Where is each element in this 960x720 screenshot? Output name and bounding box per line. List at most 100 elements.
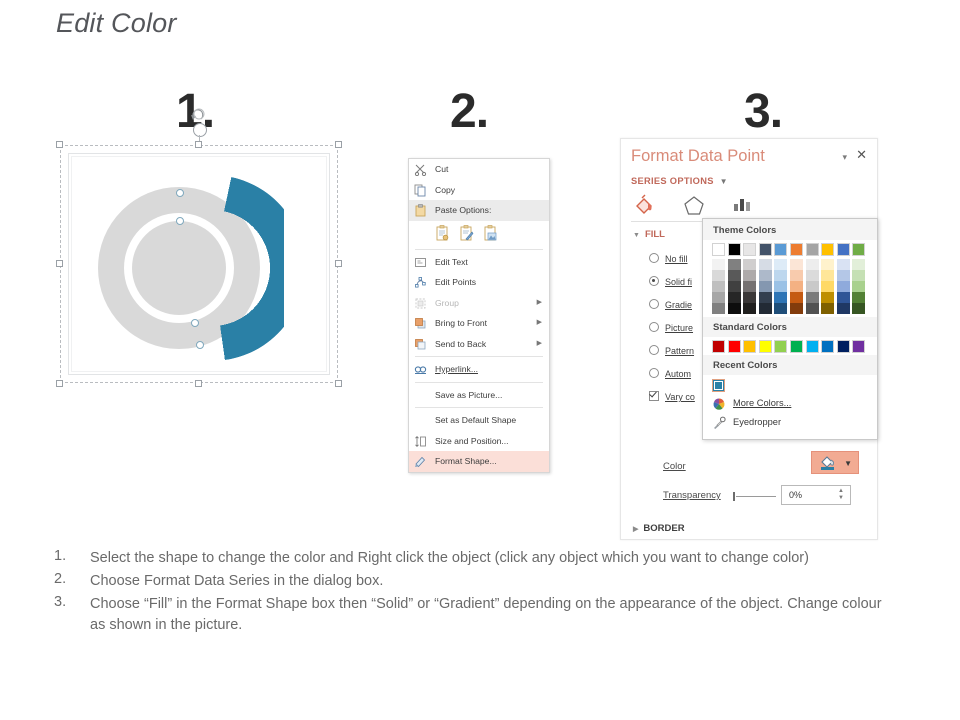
standard-color-swatch-3[interactable]	[758, 340, 772, 353]
theme-color-swatch-4[interactable]	[774, 243, 788, 256]
spinner-arrows-icon[interactable]: ▲ ▼	[838, 488, 844, 501]
theme-variant-swatch-5-3[interactable]	[789, 292, 803, 303]
theme-variant-swatch-2-3[interactable]	[743, 292, 757, 303]
paste-keep-formatting-icon[interactable]	[435, 225, 450, 242]
theme-variant-swatch-2-0[interactable]	[743, 259, 757, 270]
theme-variant-column-7[interactable]	[821, 259, 835, 314]
radio-icon[interactable]	[649, 345, 659, 355]
theme-variant-column-1[interactable]	[727, 259, 741, 314]
menu-item-edit-points[interactable]: Edit Points	[409, 272, 549, 293]
theme-variant-swatch-3-0[interactable]	[758, 259, 772, 270]
series-options-dropdown[interactable]: SERIES OPTIONS ▼	[631, 176, 728, 186]
border-section-header[interactable]: ▶ BORDER	[633, 523, 685, 534]
panel-tabs[interactable]	[633, 194, 755, 218]
menu-item-bring-to-front[interactable]: Bring to Front ▶	[409, 313, 549, 334]
more-colors-item[interactable]: More Colors...	[703, 394, 877, 413]
checkbox-icon[interactable]	[649, 391, 659, 401]
menu-item-edit-text[interactable]: Edit Text	[409, 252, 549, 273]
theme-variant-swatch-1-2[interactable]	[727, 281, 741, 292]
chevron-down-icon[interactable]: ▼	[844, 459, 852, 468]
theme-variants-grid[interactable]	[703, 258, 877, 317]
theme-variant-swatch-9-3[interactable]	[852, 292, 866, 303]
recent-color-swatch[interactable]	[712, 379, 725, 392]
theme-variant-swatch-8-2[interactable]	[836, 281, 850, 292]
resize-handle-e[interactable]	[335, 260, 342, 267]
resize-handle-n[interactable]	[195, 141, 202, 148]
fill-option-gradient-fill[interactable]: Gradie	[649, 299, 692, 310]
theme-color-swatch-3[interactable]	[758, 243, 772, 256]
theme-variant-swatch-4-4[interactable]	[774, 303, 788, 314]
theme-variant-swatch-3-3[interactable]	[758, 292, 772, 303]
standard-color-swatch-4[interactable]	[774, 340, 788, 353]
theme-variant-swatch-7-4[interactable]	[821, 303, 835, 314]
standard-color-swatch-1[interactable]	[727, 340, 741, 353]
menu-item-hyperlink[interactable]: Hyperlink...	[409, 359, 549, 380]
fill-section-header[interactable]: ▼ FILL	[633, 229, 665, 240]
transparency-spinner[interactable]: 0% ▲ ▼	[781, 485, 851, 505]
standard-color-swatch-0[interactable]	[712, 340, 725, 353]
theme-variant-swatch-5-1[interactable]	[789, 270, 803, 281]
resize-handle-se[interactable]	[335, 380, 342, 387]
resize-handle-s[interactable]	[195, 380, 202, 387]
fill-option-solid-fill[interactable]: Solid fi	[649, 276, 692, 287]
theme-variant-swatch-0-3[interactable]	[712, 292, 725, 303]
chevron-down-icon[interactable]: ▾	[842, 152, 847, 162]
theme-variant-swatch-0-1[interactable]	[712, 270, 725, 281]
doughnut-chart[interactable]	[98, 173, 288, 363]
fill-option-automatic[interactable]: Autom	[649, 368, 691, 379]
chart-selection-area[interactable]	[56, 108, 342, 387]
theme-color-swatch-6[interactable]	[805, 243, 819, 256]
resize-handle-w[interactable]	[56, 260, 63, 267]
radio-icon[interactable]	[649, 322, 659, 332]
theme-color-swatch-8[interactable]	[836, 243, 850, 256]
theme-variant-swatch-4-0[interactable]	[774, 259, 788, 270]
arc-handle-bottom-outer[interactable]	[196, 341, 204, 349]
arc-handle-top-outer[interactable]	[176, 189, 184, 197]
theme-variant-column-6[interactable]	[805, 259, 819, 314]
theme-variant-swatch-5-4[interactable]	[789, 303, 803, 314]
fill-option-pattern-fill[interactable]: Pattern	[649, 345, 694, 356]
arc-handle-top-inner[interactable]	[176, 217, 184, 225]
radio-icon[interactable]	[649, 299, 659, 309]
theme-color-swatch-0[interactable]	[712, 243, 725, 256]
theme-variant-swatch-2-4[interactable]	[743, 303, 757, 314]
theme-color-swatch-7[interactable]	[821, 243, 835, 256]
recent-colors-row[interactable]	[703, 375, 877, 394]
theme-variant-swatch-2-2[interactable]	[743, 281, 757, 292]
theme-variant-swatch-3-1[interactable]	[758, 270, 772, 281]
theme-color-swatch-1[interactable]	[727, 243, 741, 256]
standard-colors-row[interactable]	[703, 337, 877, 355]
theme-variant-swatch-1-1[interactable]	[727, 270, 741, 281]
theme-variant-swatch-6-2[interactable]	[805, 281, 819, 292]
theme-variant-swatch-7-2[interactable]	[821, 281, 835, 292]
transparency-slider[interactable]	[733, 492, 776, 501]
theme-variant-column-0[interactable]	[712, 259, 725, 314]
theme-color-swatch-5[interactable]	[789, 243, 803, 256]
rotate-handle-icon[interactable]	[190, 107, 208, 123]
theme-variant-swatch-7-3[interactable]	[821, 292, 835, 303]
menu-item-copy[interactable]: Copy	[409, 180, 549, 201]
resize-handle-nw[interactable]	[56, 141, 63, 148]
radio-icon[interactable]	[649, 253, 659, 263]
theme-colors-row[interactable]	[703, 240, 877, 258]
menu-item-send-to-back[interactable]: Send to Back ▶	[409, 334, 549, 355]
theme-variant-swatch-6-3[interactable]	[805, 292, 819, 303]
theme-variant-swatch-3-2[interactable]	[758, 281, 772, 292]
radio-icon[interactable]	[649, 368, 659, 378]
theme-variant-swatch-4-3[interactable]	[774, 292, 788, 303]
standard-color-swatch-5[interactable]	[789, 340, 803, 353]
rotate-handle[interactable]	[193, 123, 207, 146]
effects-pentagon-icon[interactable]	[681, 194, 707, 218]
arc-handle-bottom-inner[interactable]	[191, 319, 199, 327]
theme-variant-swatch-6-0[interactable]	[805, 259, 819, 270]
theme-variant-swatch-7-1[interactable]	[821, 270, 835, 281]
theme-color-swatch-9[interactable]	[852, 243, 866, 256]
standard-color-swatch-8[interactable]	[836, 340, 850, 353]
theme-variant-swatch-5-2[interactable]	[789, 281, 803, 292]
close-icon[interactable]: ✕	[856, 147, 867, 162]
menu-item-set-default-shape[interactable]: Set as Default Shape	[409, 410, 549, 431]
theme-variant-swatch-2-1[interactable]	[743, 270, 757, 281]
theme-variant-swatch-9-4[interactable]	[852, 303, 866, 314]
theme-variant-swatch-0-0[interactable]	[712, 259, 725, 270]
color-dropdown-menu[interactable]: Theme Colors Standard Colors Recent Colo…	[702, 218, 878, 440]
